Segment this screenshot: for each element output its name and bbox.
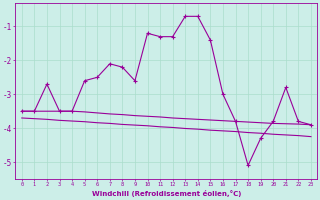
- X-axis label: Windchill (Refroidissement éolien,°C): Windchill (Refroidissement éolien,°C): [92, 190, 241, 197]
